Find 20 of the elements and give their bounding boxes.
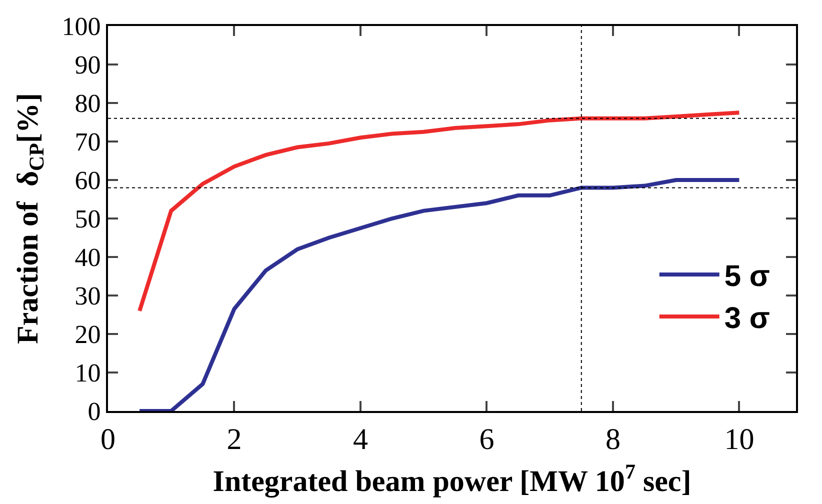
y-tick-label: 30 — [74, 282, 101, 311]
x-tick-label: 2 — [226, 423, 242, 456]
y-tick-label: 100 — [62, 12, 101, 42]
y-tick-label: 20 — [74, 320, 101, 350]
y-tick-label: 80 — [74, 89, 101, 118]
x-tick-label: 8 — [605, 423, 620, 456]
y-tick-label: 50 — [74, 204, 101, 234]
legend-label: 3 σ — [724, 302, 770, 336]
y-tick-label: 10 — [74, 358, 101, 388]
y-tick-label: 60 — [74, 166, 101, 196]
x-axis-title: Integrated beam power [MW 10$^{7}$ sec] — [212, 459, 692, 498]
y-tick-label: 70 — [74, 128, 101, 157]
y-tick-label: 40 — [74, 243, 101, 272]
y-tick-label: 0 — [88, 397, 101, 426]
x-tick-label: 6 — [479, 423, 494, 456]
x-tick-label: 10 — [724, 423, 754, 456]
x-tick-label: 4 — [352, 423, 368, 456]
line-series — [138, 178, 742, 411]
y-tick-label: 90 — [74, 50, 101, 80]
legend-label: 5 σ — [724, 260, 770, 294]
